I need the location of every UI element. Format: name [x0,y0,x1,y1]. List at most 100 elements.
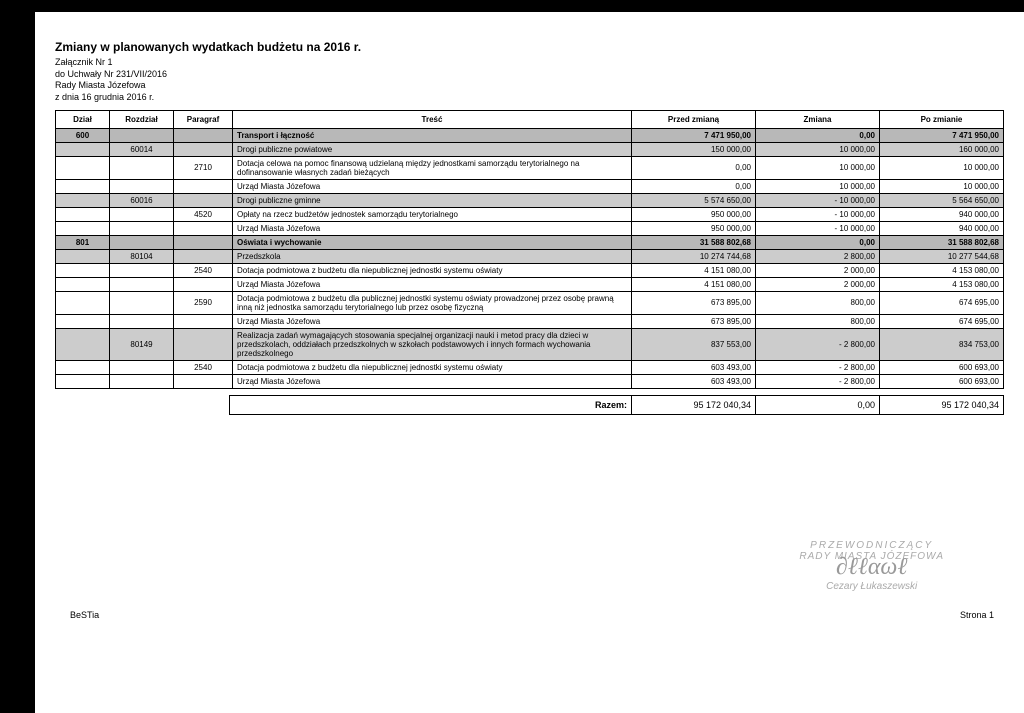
cell: 80149 [110,328,174,360]
cell: 4 153 080,00 [880,263,1004,277]
col-zmiana: Zmiana [756,110,880,128]
cell [56,374,110,388]
cell: 600 693,00 [880,374,1004,388]
table-row: 2540Dotacja podmiotowa z budżetu dla nie… [56,263,1004,277]
cell [174,374,233,388]
footer-right: Strona 1 [960,610,994,620]
signature-title-1: PRZEWODNICZĄCY [799,540,944,551]
cell [56,221,110,235]
col-tresc: Treść [233,110,632,128]
cell: Opłaty na rzecz budżetów jednostek samor… [233,207,632,221]
cell: 10 000,00 [756,142,880,156]
cell: Transport i łączność [233,128,632,142]
cell: 60016 [110,193,174,207]
cell: - 10 000,00 [756,221,880,235]
cell: - 10 000,00 [756,207,880,221]
cell [110,277,174,291]
cell [56,291,110,314]
cell: 673 895,00 [632,291,756,314]
table-row: Urząd Miasta Józefowa4 151 080,002 000,0… [56,277,1004,291]
cell: Dotacja celowa na pomoc finansową udziel… [233,156,632,179]
cell: 160 000,00 [880,142,1004,156]
cell: 7 471 950,00 [632,128,756,142]
cell [110,360,174,374]
cell: 5 574 650,00 [632,193,756,207]
cell [110,314,174,328]
cell: 10 000,00 [880,179,1004,193]
cell: 940 000,00 [880,221,1004,235]
cell: 10 000,00 [756,156,880,179]
table-row: 801Oświata i wychowanie31 588 802,680,00… [56,235,1004,249]
document-subtitle-1: Załącznik Nr 1 [55,57,1004,69]
cell: Urząd Miasta Józefowa [233,221,632,235]
totals-row: Razem: 95 172 040,34 0,00 95 172 040,34 [55,395,1004,415]
table-row: Urząd Miasta Józefowa673 895,00800,00674… [56,314,1004,328]
totals-po: 95 172 040,34 [880,395,1004,414]
cell: 2590 [174,291,233,314]
cell: Drogi publiczne gminne [233,193,632,207]
cell: 800,00 [756,314,880,328]
cell [110,128,174,142]
cell: Urząd Miasta Józefowa [233,314,632,328]
cell [110,291,174,314]
cell: 2710 [174,156,233,179]
cell: 2540 [174,263,233,277]
table-row: 80149 Realizacja zadań wymagających stoso… [56,328,1004,360]
cell [56,314,110,328]
cell: Dotacja podmiotowa z budżetu dla publicz… [233,291,632,314]
cell [110,263,174,277]
cell [110,235,174,249]
table-row: 4520Opłaty na rzecz budżetów jednostek s… [56,207,1004,221]
cell: 4 151 080,00 [632,277,756,291]
cell [56,207,110,221]
cell: 801 [56,235,110,249]
totals-przed: 95 172 040,34 [632,395,756,414]
cell [56,328,110,360]
cell [110,374,174,388]
cell: 10 000,00 [880,156,1004,179]
cell [56,179,110,193]
table-row: 80104Przedszkola10 274 744,682 800,0010 … [56,249,1004,263]
cell: 600 693,00 [880,360,1004,374]
cell: 674 695,00 [880,291,1004,314]
cell: 834 753,00 [880,328,1004,360]
cell [174,179,233,193]
cell: Dotacja podmiotowa z budżetu dla niepubl… [233,263,632,277]
cell: 673 895,00 [632,314,756,328]
cell [174,328,233,360]
cell [174,193,233,207]
cell: Realizacja zadań wymagających stosowania… [233,328,632,360]
cell: 2540 [174,360,233,374]
cell [174,221,233,235]
cell: 31 588 802,68 [632,235,756,249]
document-subtitle-4: z dnia 16 grudnia 2016 r. [55,92,1004,104]
cell [174,277,233,291]
cell [174,142,233,156]
document-subtitle-2: do Uchwały Nr 231/VII/2016 [55,69,1004,81]
col-przed: Przed zmianą [632,110,756,128]
cell [56,156,110,179]
table-row: 2710Dotacja celowa na pomoc finansową ud… [56,156,1004,179]
signature-name: Cezary Łukaszewski [799,581,944,592]
col-paragraf: Paragraf [174,110,233,128]
table-row: 60014Drogi publiczne powiatowe150 000,00… [56,142,1004,156]
cell: 2 000,00 [756,263,880,277]
cell [56,360,110,374]
cell: 0,00 [756,128,880,142]
cell [174,249,233,263]
cell [174,314,233,328]
cell [110,156,174,179]
cell: 940 000,00 [880,207,1004,221]
cell: 603 493,00 [632,360,756,374]
cell [56,249,110,263]
cell: 950 000,00 [632,221,756,235]
cell [110,179,174,193]
cell [110,221,174,235]
cell [174,128,233,142]
cell: Przedszkola [233,249,632,263]
cell: 10 277 544,68 [880,249,1004,263]
cell: Urząd Miasta Józefowa [233,277,632,291]
totals-zmiana: 0,00 [756,395,880,414]
col-rozdzial: Rozdział [110,110,174,128]
cell: Urząd Miasta Józefowa [233,374,632,388]
